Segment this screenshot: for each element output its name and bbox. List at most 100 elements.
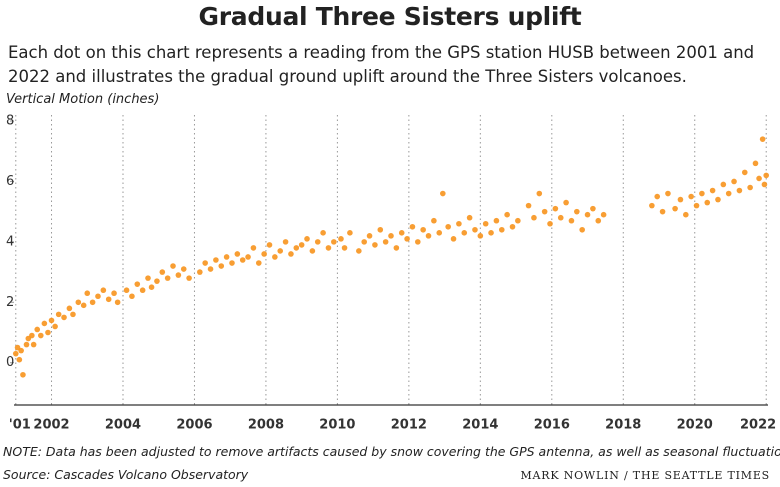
data-point (677, 196, 684, 203)
y-tick-label: 6 (6, 174, 14, 189)
data-point (114, 299, 121, 306)
data-point (134, 281, 141, 287)
data-point (229, 260, 235, 266)
data-point (415, 239, 421, 245)
data-point (761, 181, 768, 188)
data-point (436, 230, 443, 236)
x-tick-label: 2022 (740, 418, 776, 433)
x-tick-label: 2020 (677, 418, 713, 433)
data-point (736, 187, 743, 194)
chart-title: Gradual Three Sisters uplift (198, 2, 582, 31)
data-point (393, 245, 400, 251)
data-point (89, 299, 96, 306)
data-point (704, 199, 711, 206)
data-point (568, 217, 575, 224)
data-point (763, 172, 770, 179)
credit: MARK NOWLIN / THE SEATTLE TIMES (520, 469, 770, 482)
data-point (720, 181, 727, 188)
data-point (649, 202, 655, 209)
data-point (145, 275, 151, 281)
data-point (693, 202, 700, 209)
data-point (672, 205, 678, 212)
data-point (341, 245, 348, 251)
data-point (272, 254, 278, 260)
data-point (404, 236, 410, 242)
data-point (731, 178, 737, 185)
data-point (154, 278, 160, 284)
data-point (388, 233, 394, 239)
data-point (245, 254, 251, 260)
data-point (213, 257, 219, 263)
data-point (304, 236, 310, 242)
y-tick-label: 0 (6, 355, 14, 370)
x-tick-label: 2018 (605, 418, 641, 433)
data-point (261, 251, 267, 257)
data-point (129, 293, 135, 300)
data-point (547, 220, 553, 227)
data-point (450, 236, 457, 242)
data-point (16, 356, 23, 363)
data-point (552, 205, 559, 212)
data-point (314, 239, 321, 245)
data-point (366, 233, 373, 239)
x-tick-label: 2012 (391, 418, 427, 433)
data-point (18, 347, 24, 354)
data-point (752, 160, 759, 167)
data-point (95, 293, 101, 300)
data-point (282, 239, 289, 245)
data-point (266, 242, 273, 248)
data-point (725, 190, 732, 197)
data-point (590, 205, 596, 212)
data-point (45, 329, 51, 336)
data-point (356, 248, 362, 254)
data-point (202, 260, 208, 266)
data-point (75, 299, 82, 306)
data-point (48, 317, 55, 324)
data-point (398, 230, 405, 236)
data-point (477, 233, 484, 239)
x-tick-label: 2010 (319, 418, 355, 433)
data-point (504, 211, 510, 218)
y-axis-label: Vertical Motion (inches) (6, 92, 160, 107)
data-point (12, 350, 19, 357)
data-point (123, 287, 130, 294)
data-point (70, 311, 76, 318)
data-point (175, 272, 182, 278)
data-point (488, 230, 494, 236)
data-point (234, 251, 241, 257)
data-point (293, 245, 300, 251)
data-point (239, 257, 246, 263)
data-point (382, 239, 389, 245)
data-point (377, 226, 384, 233)
note: NOTE: Data has been adjusted to remove a… (3, 444, 780, 459)
data-point (111, 290, 117, 297)
data-point (20, 371, 26, 378)
y-tick-label: 4 (6, 234, 14, 249)
data-point (197, 269, 203, 275)
data-point (52, 323, 58, 330)
data-point (325, 245, 332, 251)
data-point (525, 202, 532, 209)
data-point (563, 199, 569, 206)
data-point (688, 193, 694, 200)
data-point (66, 305, 73, 312)
data-point (498, 226, 505, 233)
data-point (584, 211, 591, 218)
data-point (309, 248, 316, 254)
data-point (709, 187, 716, 194)
data-point (699, 190, 705, 197)
data-point (425, 233, 432, 239)
data-point (23, 341, 30, 348)
data-point (159, 269, 166, 275)
data-point (531, 214, 537, 221)
data-point (164, 275, 171, 281)
data-point (747, 184, 753, 191)
data-point (277, 248, 284, 254)
data-point (288, 251, 294, 257)
data-point (541, 208, 548, 215)
data-point (509, 223, 516, 230)
data-point (493, 217, 500, 224)
data-point (320, 230, 326, 236)
data-point (579, 226, 585, 233)
